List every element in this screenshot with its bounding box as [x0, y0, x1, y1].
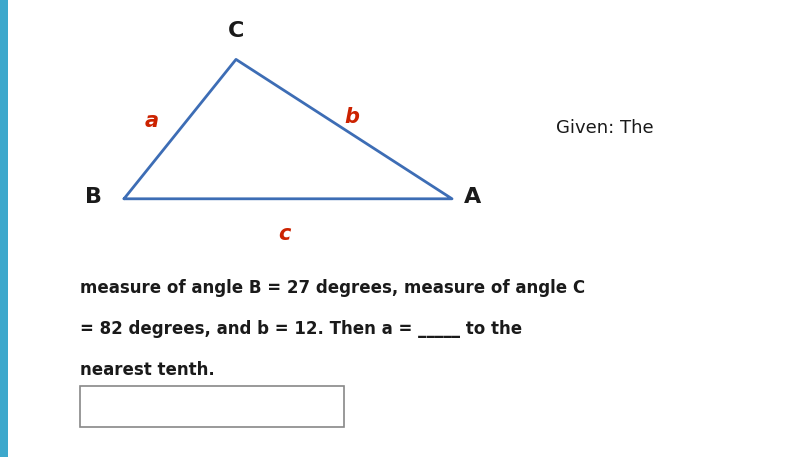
Text: C: C: [228, 21, 244, 41]
Text: A: A: [464, 186, 482, 207]
Text: Given: The: Given: The: [556, 119, 654, 137]
Text: c: c: [278, 224, 290, 244]
Text: measure of angle B = 27 degrees, measure of angle C: measure of angle B = 27 degrees, measure…: [80, 279, 585, 297]
Text: B: B: [86, 186, 102, 207]
Text: = 82 degrees, and b = 12. Then a = _____ to the: = 82 degrees, and b = 12. Then a = _____…: [80, 320, 522, 338]
Bar: [80, 386, 344, 427]
Text: b: b: [345, 106, 359, 127]
Text: a: a: [145, 111, 159, 131]
Text: nearest tenth.: nearest tenth.: [80, 361, 214, 379]
